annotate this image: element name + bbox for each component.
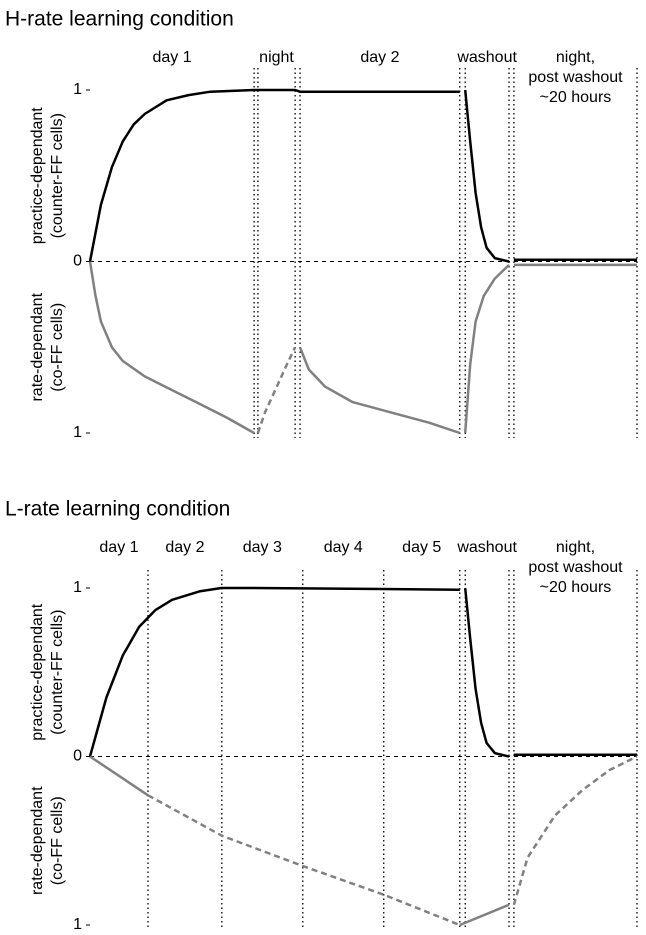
- y-tick-label: 0: [73, 748, 82, 765]
- data-line: [89, 755, 510, 927]
- y-tick-label: 1: [73, 81, 82, 98]
- data-line: [147, 755, 638, 927]
- chart-title: H-rate learning condition: [5, 8, 234, 31]
- y-axis-label: (co-FF cells): [49, 796, 66, 885]
- phase-label: night,: [556, 49, 595, 66]
- data-line: [88, 261, 637, 435]
- phase-label: day 4: [324, 539, 363, 556]
- phase-label: day 5: [402, 539, 441, 556]
- phase-label: night: [259, 49, 294, 66]
- y-tick-label: 0: [73, 253, 82, 270]
- y-tick-label: 1: [73, 916, 82, 933]
- y-tick-label: 1: [73, 424, 82, 441]
- phase-label: day 2: [360, 49, 399, 66]
- phase-label: day 3: [243, 539, 282, 556]
- y-axis-label: rate-dependant: [29, 292, 46, 401]
- data-line: [88, 88, 637, 263]
- phase-label: ~20 hours: [540, 579, 612, 596]
- y-axis-label: rate-dependant: [29, 786, 46, 895]
- y-axis-label: (co-FF cells): [49, 303, 66, 392]
- phase-label: day 1: [152, 49, 191, 66]
- y-tick-label: 1: [73, 579, 82, 596]
- phase-label: ~20 hours: [540, 89, 612, 106]
- y-axis-label: practice-dependant: [29, 107, 46, 245]
- phase-label: post washout: [528, 69, 623, 86]
- data-line: [88, 586, 637, 758]
- y-axis-label: (counter-FF cells): [49, 113, 66, 238]
- phase-label: day 2: [165, 539, 204, 556]
- y-axis-label: (counter-FF cells): [49, 610, 66, 735]
- phase-label: washout: [456, 49, 517, 66]
- phase-label: post washout: [528, 559, 623, 576]
- phase-label: washout: [456, 539, 517, 556]
- phase-label: night,: [556, 539, 595, 556]
- chart-title: L-rate learning condition: [5, 498, 230, 521]
- y-axis-label: practice-dependant: [29, 603, 46, 741]
- data-line: [256, 346, 297, 434]
- phase-label: day 1: [99, 539, 138, 556]
